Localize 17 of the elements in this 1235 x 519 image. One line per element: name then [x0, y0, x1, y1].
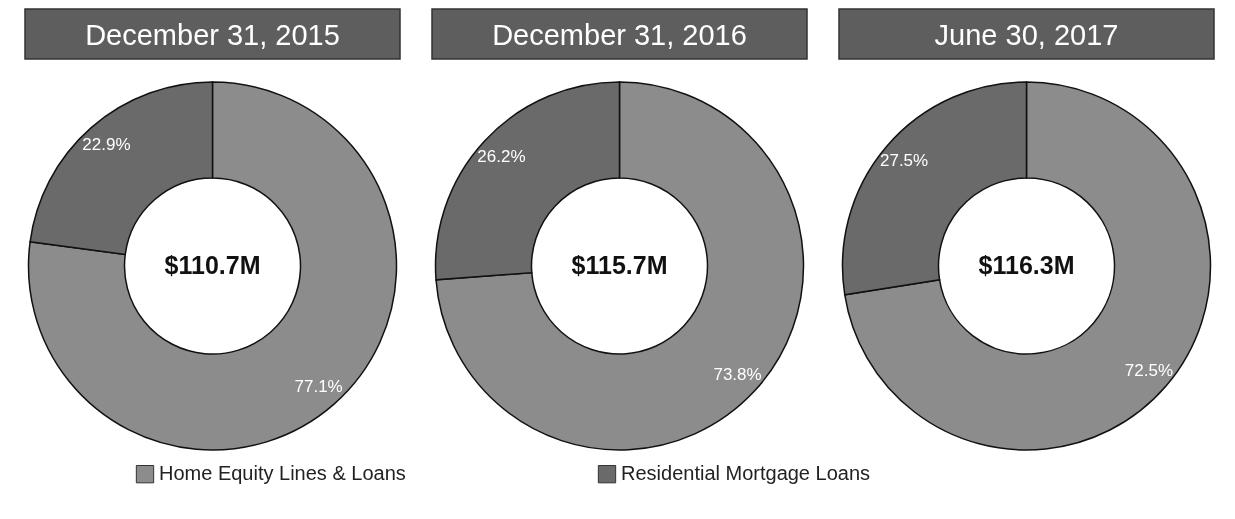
legend-label: Residential Mortgage Loans — [621, 462, 871, 485]
data-label: 26.2% — [477, 146, 526, 166]
donut-slice — [844, 81, 1211, 451]
legend-label: Home Equity Lines & Loans — [159, 462, 406, 485]
chart-title: December 31, 2015 — [85, 19, 340, 51]
data-label: 27.5% — [879, 151, 929, 171]
data-label: 77.1% — [294, 377, 343, 397]
donut-slice — [435, 81, 805, 451]
text: $116.3M — [978, 251, 1075, 279]
donut-slice — [27, 81, 398, 451]
data-label: 73.8% — [713, 365, 762, 385]
chart-title: June 30, 2017 — [934, 19, 1119, 51]
text: $110.7M — [164, 251, 261, 279]
text: $115.7M — [571, 251, 668, 279]
data-label: 72.5% — [1124, 360, 1174, 380]
chart-title: December 31, 2016 — [492, 19, 747, 51]
data-label: 22.9% — [82, 134, 131, 154]
